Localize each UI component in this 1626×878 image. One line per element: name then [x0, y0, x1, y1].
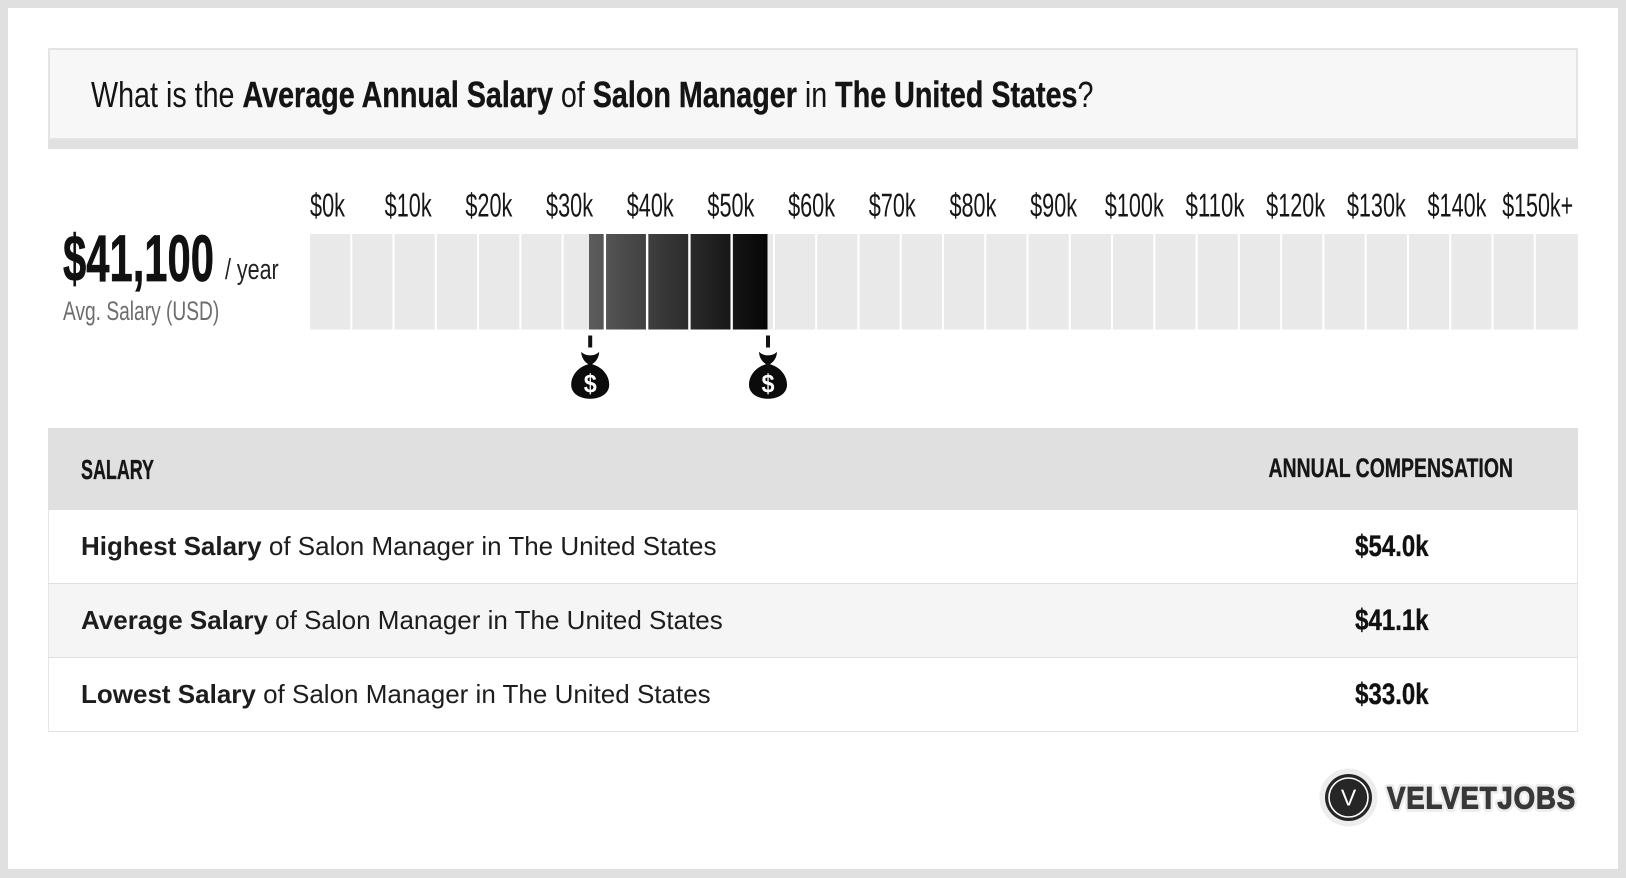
svg-text:$130k: $130k — [1347, 187, 1406, 224]
svg-text:$60k: $60k — [788, 187, 835, 224]
svg-text:$30k: $30k — [546, 187, 593, 224]
svg-text:$70k: $70k — [869, 187, 916, 224]
svg-text:$: $ — [762, 369, 775, 399]
svg-text:$120k: $120k — [1266, 187, 1325, 224]
svg-text:V: V — [1341, 785, 1357, 811]
svg-text:$40k: $40k — [627, 187, 674, 224]
svg-text:$100k: $100k — [1105, 187, 1164, 224]
svg-text:$50k: $50k — [707, 187, 754, 224]
svg-text:$110k: $110k — [1185, 187, 1244, 224]
svg-text:VELVETJOBS: VELVETJOBS — [1387, 781, 1576, 816]
svg-text:$: $ — [584, 369, 597, 399]
svg-text:$10k: $10k — [385, 187, 432, 224]
svg-text:$140k: $140k — [1428, 187, 1487, 224]
svg-text:$90k: $90k — [1030, 187, 1077, 224]
svg-text:$80k: $80k — [949, 187, 996, 224]
svg-text:$20k: $20k — [465, 187, 512, 224]
svg-text:$150k+: $150k+ — [1502, 187, 1573, 224]
svg-text:$0k: $0k — [310, 187, 345, 224]
svg-text:VELVETJOBS: VELVETJOBS — [1387, 781, 1576, 816]
